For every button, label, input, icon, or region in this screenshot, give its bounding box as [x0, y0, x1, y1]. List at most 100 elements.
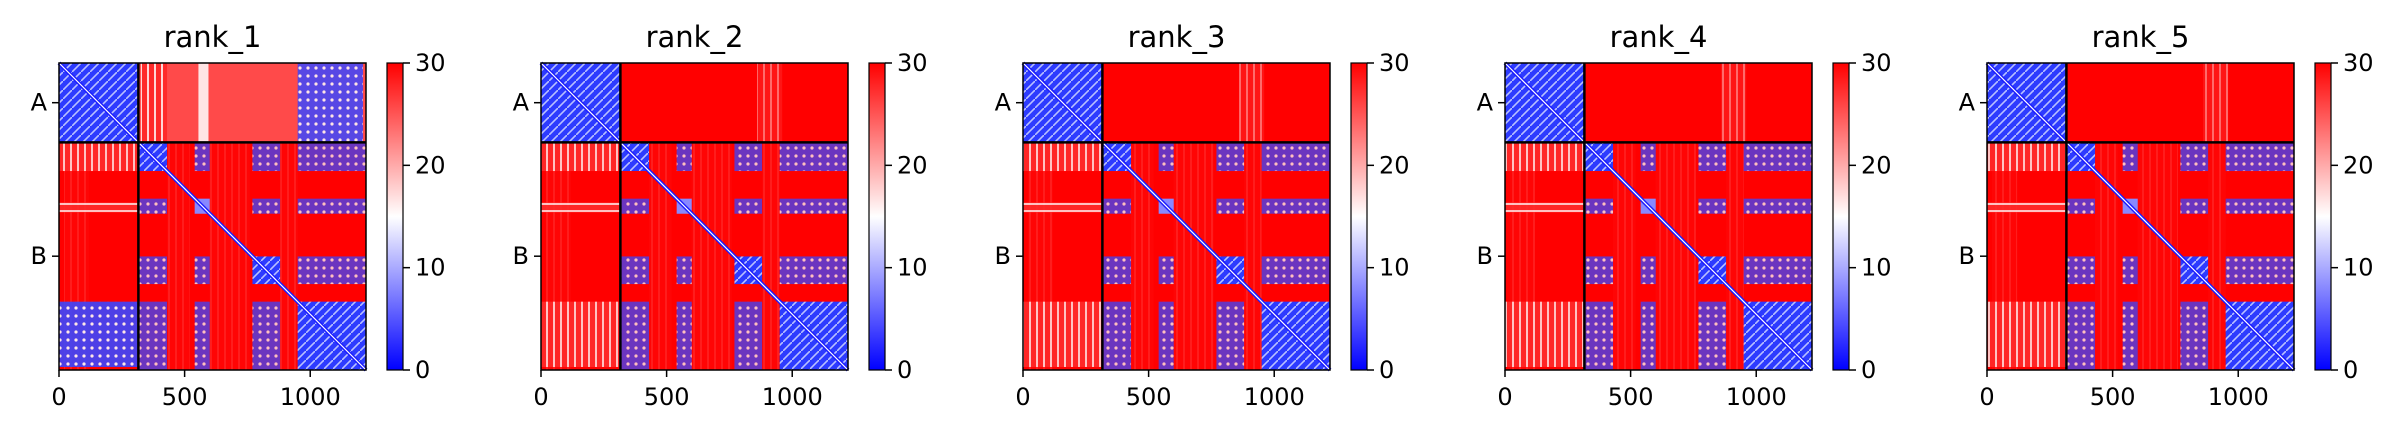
heatmap-domain-block	[2225, 198, 2294, 214]
heatmap-domain-block	[1216, 301, 1245, 370]
colorbar-tick-label: 0	[1379, 356, 1394, 384]
colorbar-tick-label: 20	[2343, 151, 2374, 179]
heatmap-panel: rank_1 A B 0 500 1000 0 10 20 30	[31, 20, 446, 411]
heatmap-domain-block	[2066, 301, 2096, 370]
heatmap-domain-block	[1102, 198, 1132, 214]
heatmap-block-BA-band	[1505, 202, 1585, 213]
heatmap-domain-block	[138, 256, 168, 285]
heatmap-panel: rank_4 A B 0 500 1000 0 10 20 30	[1477, 20, 1892, 411]
heatmap-domain-block	[138, 301, 168, 370]
colorbar-tick-label: 10	[1861, 254, 1892, 282]
x-tick-label: 1000	[280, 383, 341, 411]
heatmap-domain-block	[1261, 142, 1330, 172]
heatmap-block-AB-band	[2203, 63, 2229, 143]
heatmap-block-AB-band	[1239, 63, 1265, 143]
colorbar	[868, 62, 886, 371]
colorbar-tick-label: 0	[2343, 356, 2358, 384]
heatmap-texture-band	[762, 142, 780, 370]
heatmap-domain-block	[1743, 256, 1812, 285]
heatmap-domain-block	[779, 256, 848, 285]
heatmap-domain-block	[2066, 198, 2096, 214]
colorbar-tick-label: 30	[1379, 49, 1410, 77]
heatmap-texture	[1028, 142, 1262, 370]
colorbar-tick-label: 30	[1861, 49, 1892, 77]
heatmap-domain-block	[1743, 142, 1812, 172]
heatmap-domain-block	[1158, 256, 1174, 285]
heatmap-texture-band	[691, 142, 732, 370]
colorbar-tick-label: 10	[897, 254, 928, 282]
x-tick-label: 500	[1126, 383, 1172, 411]
heatmap-domain-block	[297, 142, 366, 172]
x-tick-label: 1000	[1726, 383, 1787, 411]
heatmap-block-AB-band	[297, 63, 363, 143]
heatmap-texture	[64, 142, 298, 370]
colorbar-tick-label: 10	[415, 254, 446, 282]
y-tick-label: B	[1477, 242, 1493, 270]
x-tick-label: 500	[644, 383, 690, 411]
heatmap-texture-band	[1131, 142, 1154, 370]
heatmap-diagonal-highlight	[58, 62, 367, 371]
plot-frame	[1504, 62, 1813, 371]
y-tick-label: B	[995, 242, 1011, 270]
heatmap-block-BA-band	[1505, 301, 1585, 367]
plot-frame	[540, 62, 849, 371]
heatmap-block-BA-band	[1987, 142, 2067, 172]
heatmap-domain-block	[734, 142, 763, 172]
heatmap-panel: rank_2 A B 0 500 1000 0 10 20 30	[513, 20, 928, 411]
heatmap-block-BA	[59, 142, 139, 367]
heatmap-block-BA-band	[1023, 142, 1103, 172]
heatmap-block-BA-band	[1023, 301, 1103, 367]
colorbar-tick-label: 0	[897, 356, 912, 384]
y-tick-label: A	[31, 89, 48, 117]
colorbar-tick-label: 20	[415, 151, 446, 179]
panel-title: rank_5	[2092, 20, 2190, 54]
heatmap-texture-band	[649, 142, 672, 370]
heatmap-diagonal-highlight	[1504, 62, 1813, 371]
heatmap-block-AB-band	[1721, 63, 1747, 143]
heatmap-domain-block	[734, 198, 763, 214]
heatmap-domain-block	[676, 256, 692, 285]
heatmap-texture-band	[1655, 142, 1696, 370]
heatmap-texture-band	[2095, 142, 2118, 370]
heatmap-domain-block	[676, 142, 692, 172]
heatmap-block-BA	[1023, 142, 1103, 367]
colorbar-tick-label: 10	[1379, 254, 1410, 282]
x-tick-label: 500	[1608, 383, 1654, 411]
heatmap-domain-block	[620, 198, 650, 214]
panel-title: rank_1	[164, 20, 262, 54]
heatmap-texture-band	[1244, 142, 1262, 370]
heatmap-diagonal-highlight	[540, 62, 849, 371]
heatmap-domain-block	[1158, 301, 1174, 370]
heatmap-block-BA-band	[1023, 202, 1103, 213]
plot-frame	[1022, 62, 1331, 371]
heatmap-block-BA-band	[59, 301, 139, 367]
heatmap-domain-block	[1640, 301, 1656, 370]
x-tick-label: 0	[1497, 383, 1512, 411]
heatmap-texture-band	[2137, 142, 2178, 370]
heatmap-domain-block	[2066, 256, 2096, 285]
heatmap-block-BA-band	[541, 142, 621, 172]
heatmap-block-AB-band	[757, 63, 783, 143]
x-tick-label: 1000	[2208, 383, 2269, 411]
heatmap-block-AB	[138, 63, 366, 143]
heatmap-domain-block	[620, 301, 650, 370]
x-tick-label: 0	[51, 383, 66, 411]
heatmap-domain-block	[194, 301, 210, 370]
heatmap-block-BA	[1505, 142, 1585, 367]
heatmap-domain-block	[297, 198, 366, 214]
heatmap-domain-block	[2180, 301, 2209, 370]
heatmap-domain-block	[1216, 142, 1245, 172]
y-tick-label: A	[1477, 89, 1494, 117]
heatmap-block-BA-band	[59, 202, 139, 213]
heatmap-block-AB-band	[198, 63, 209, 143]
heatmap-block-BA	[541, 142, 621, 367]
heatmap-domain-block	[2180, 142, 2209, 172]
heatmap-block-BA-band	[1987, 202, 2067, 213]
heatmap-domain-block	[1640, 256, 1656, 285]
y-tick-label: A	[1959, 89, 1976, 117]
heatmap-domain-block	[138, 198, 168, 214]
heatmap-domain-block	[1698, 198, 1727, 214]
heatmap-domain-block	[297, 256, 366, 285]
colorbar-tick-label: 20	[897, 151, 928, 179]
